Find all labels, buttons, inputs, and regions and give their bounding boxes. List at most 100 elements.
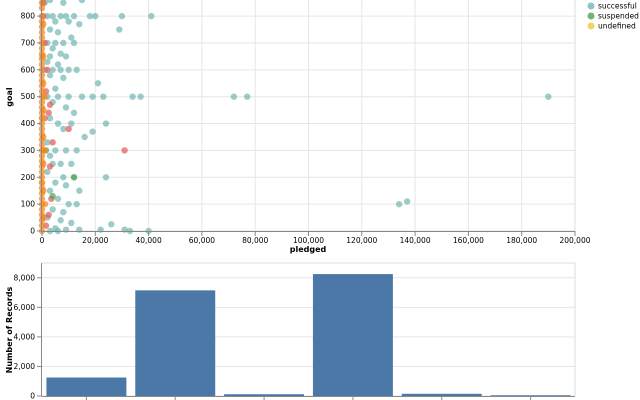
bar bbox=[224, 394, 305, 396]
scatter-point-successful bbox=[60, 174, 67, 181]
scatter-point-successful bbox=[60, 0, 67, 6]
scatter-point-successful bbox=[100, 93, 107, 100]
scatter-point-successful bbox=[65, 18, 72, 25]
bar bbox=[135, 290, 216, 396]
scatter-point-successful bbox=[70, 109, 78, 117]
bar bbox=[401, 393, 482, 396]
scatter-point-failed bbox=[41, 93, 48, 100]
scatter-point-canceled bbox=[65, 125, 72, 133]
scatter-y-tick-label: 700 bbox=[21, 38, 36, 47]
scatter-point-successful bbox=[52, 39, 59, 47]
scatter-point-successful bbox=[54, 61, 62, 68]
scatter-y-tick-label: 0 bbox=[30, 227, 35, 236]
scatter-point-successful bbox=[49, 45, 56, 52]
scatter-point-canceled bbox=[44, 66, 51, 74]
scatter-point-successful bbox=[57, 217, 64, 224]
scatter-point-successful bbox=[60, 39, 67, 47]
scatter-point-successful bbox=[62, 53, 70, 60]
scatter-point-successful bbox=[44, 168, 51, 176]
scatter-x-tick-label: 20,000 bbox=[82, 236, 108, 245]
scatter-point-successful bbox=[52, 18, 59, 25]
bar-y-tick-label: 6,000 bbox=[14, 303, 36, 312]
scatter-y-tick-label: 400 bbox=[21, 119, 36, 128]
scatter-point-successful bbox=[68, 120, 75, 127]
scatter-x-axis: 0 20,000 40,000 60,000 80,000 100,000 120,000 1… bbox=[40, 231, 591, 245]
legend-label-undefined: undefined bbox=[598, 22, 636, 31]
scatter-point-successful bbox=[73, 147, 80, 154]
scatter-x-tick-label: 160,000 bbox=[453, 236, 484, 245]
scatter-point-successful bbox=[73, 200, 80, 208]
scatter-point-successful bbox=[54, 29, 62, 36]
scatter-y-tick-label: 500 bbox=[21, 92, 36, 101]
legend-symbol-successful bbox=[587, 2, 595, 10]
bar-chart: 0 2,000 4,000 6,000 8,000 Number of Records bbox=[5, 262, 576, 400]
scatter-point-successful bbox=[60, 208, 67, 216]
scatter-point-successful bbox=[62, 104, 70, 111]
scatter-point-successful bbox=[89, 93, 96, 100]
scatter-point-successful bbox=[68, 34, 75, 41]
scatter-x-tick-label: 80,000 bbox=[242, 236, 268, 245]
scatter-point-successful bbox=[102, 174, 110, 181]
bar-y-axis: 0 2,000 4,000 6,000 8,000 bbox=[14, 263, 575, 400]
scatter-y-tick-label: 200 bbox=[21, 173, 36, 182]
scatter-point-failed bbox=[41, 200, 49, 208]
scatter-point-successful bbox=[65, 93, 72, 100]
scatter-point-successful bbox=[49, 66, 56, 74]
bar-marks bbox=[46, 274, 571, 400]
scatter-point-failed bbox=[41, 147, 48, 154]
scatter-point-successful bbox=[54, 93, 62, 100]
scatter-point-successful bbox=[78, 0, 86, 4]
scatter-point-successful bbox=[46, 26, 54, 33]
scatter-points bbox=[38, 0, 552, 235]
scatter-point-successful bbox=[73, 66, 80, 74]
scatter-point-successful bbox=[102, 120, 110, 127]
scatter-point-successful bbox=[65, 66, 72, 74]
scatter-point-canceled bbox=[45, 211, 52, 219]
scatter-point-successful bbox=[46, 187, 54, 194]
scatter-point-successful bbox=[54, 195, 62, 202]
scatter-x-tick-label: 40,000 bbox=[135, 236, 161, 245]
scatter-point-successful bbox=[76, 187, 83, 194]
scatter-point-successful bbox=[46, 0, 54, 4]
scatter-point-canceled bbox=[46, 101, 54, 108]
scatter-x-tick-label: 0 bbox=[40, 236, 45, 245]
scatter-point-successful bbox=[403, 198, 411, 205]
scatter-point-successful bbox=[52, 147, 59, 154]
bar-y-tick-label: 2,000 bbox=[14, 362, 36, 371]
scatter-x-tick-label: 120,000 bbox=[346, 236, 377, 245]
scatter-point-suspended bbox=[70, 174, 78, 181]
scatter-y-axis-title: goal bbox=[5, 87, 14, 107]
scatter-point-successful bbox=[57, 66, 64, 74]
scatter-point-successful bbox=[129, 93, 136, 100]
scatter-point-successful bbox=[86, 12, 94, 20]
scatter-point-successful bbox=[60, 125, 67, 133]
scatter-point-successful bbox=[49, 12, 56, 20]
scatter-y-tick-label: 600 bbox=[21, 65, 36, 74]
scatter-point-successful bbox=[244, 93, 251, 100]
scatter-point-successful bbox=[65, 200, 72, 208]
scatter-point-suspended bbox=[49, 192, 56, 200]
scatter-point-successful bbox=[62, 12, 70, 20]
bar bbox=[46, 377, 127, 396]
scatter-point-successful bbox=[46, 114, 54, 122]
scatter-point-successful bbox=[545, 93, 552, 100]
scatter-point-successful bbox=[78, 93, 86, 100]
scatter-point-canceled bbox=[46, 163, 54, 170]
scatter-point-successful bbox=[60, 74, 67, 82]
scatter-x-tick-label: 140,000 bbox=[400, 236, 431, 245]
scatter-point-successful bbox=[49, 206, 56, 213]
scatter-point-successful bbox=[70, 39, 78, 47]
scatter-point-successful bbox=[46, 53, 54, 60]
scatter-point-successful bbox=[46, 72, 54, 79]
scatter-point-canceled bbox=[121, 147, 128, 154]
legend-label-successful: successful bbox=[598, 2, 637, 11]
scatter-point-successful bbox=[52, 179, 59, 186]
scatter-point-successful bbox=[44, 139, 51, 146]
legend-symbol-suspended bbox=[587, 12, 595, 20]
bar bbox=[490, 395, 571, 396]
scatter-point-successful bbox=[46, 152, 54, 159]
scatter-point-successful bbox=[68, 160, 75, 168]
scatter-x-tick-label: 100,000 bbox=[293, 236, 324, 245]
bar-y-tick-label: 0 bbox=[30, 392, 35, 400]
